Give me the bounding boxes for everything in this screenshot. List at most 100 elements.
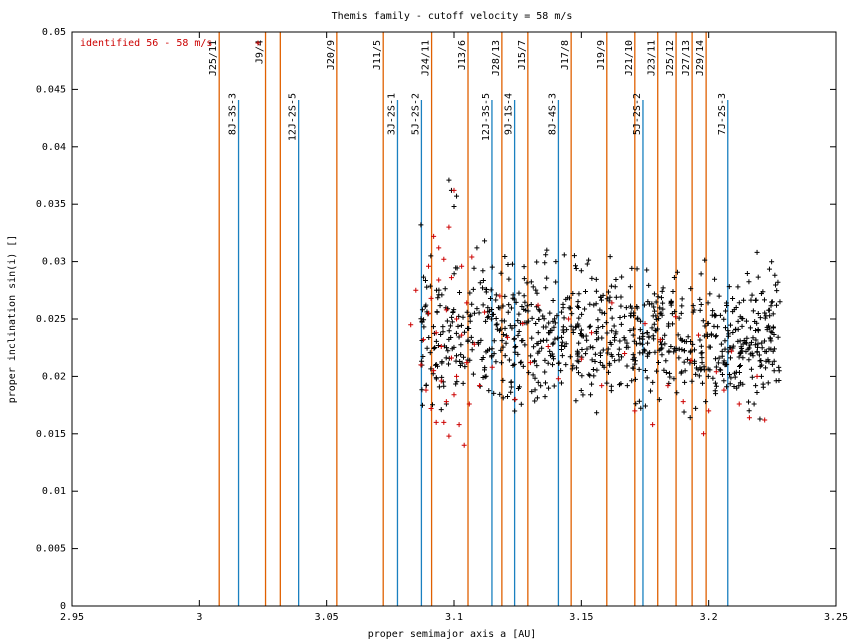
data-point: [725, 349, 731, 355]
data-point: [457, 289, 463, 295]
data-point: [762, 338, 768, 344]
data-point: [634, 266, 640, 272]
data-point: [418, 222, 424, 228]
data-point: [682, 368, 688, 374]
data-point: [771, 358, 777, 364]
data-point: [456, 334, 462, 340]
data-point: [439, 359, 445, 365]
data-point: [444, 345, 450, 351]
data-point: [503, 340, 509, 346]
data-point: [640, 336, 646, 342]
data-point: [462, 329, 468, 335]
data-point: [480, 277, 486, 283]
data-point: [710, 375, 716, 381]
data-point: [705, 320, 711, 326]
data-point: [753, 337, 759, 343]
data-point: [660, 285, 666, 291]
data-point: [657, 305, 663, 311]
data-point: [424, 284, 430, 290]
data-point: [769, 259, 775, 265]
data-point: [755, 341, 761, 347]
data-point-identified: [476, 383, 482, 389]
data-point: [476, 310, 482, 316]
data-point: [502, 353, 508, 359]
data-point: [697, 296, 703, 302]
data-point: [551, 356, 557, 362]
data-point: [550, 362, 556, 368]
data-point: [748, 366, 754, 372]
data-point: [699, 380, 705, 386]
data-point: [726, 284, 732, 290]
data-point: [588, 392, 594, 398]
data-point: [454, 193, 460, 199]
resonance-label: J20/9: [326, 40, 337, 70]
data-point: [748, 339, 754, 345]
data-point: [653, 316, 659, 322]
data-point: [479, 285, 485, 291]
data-point: [521, 264, 527, 270]
data-point: [629, 305, 635, 311]
data-point: [594, 330, 600, 336]
data-point: [693, 405, 699, 411]
data-point: [776, 377, 782, 383]
data-point: [652, 349, 658, 355]
data-point: [542, 369, 548, 375]
data-point: [474, 306, 480, 312]
data-point: [453, 358, 459, 364]
data-point: [731, 384, 737, 390]
data-point: [573, 324, 579, 330]
data-point: [575, 350, 581, 356]
data-point: [506, 276, 512, 282]
data-point-identified: [589, 330, 595, 336]
data-point: [427, 283, 433, 289]
data-point: [532, 398, 538, 404]
data-point-identified: [545, 344, 551, 350]
data-point: [773, 282, 779, 288]
data-point: [713, 334, 719, 340]
resonance-label: J25/12: [665, 40, 676, 76]
data-point-identified: [701, 431, 707, 437]
data-point: [627, 284, 633, 290]
data-point: [760, 384, 766, 390]
data-point-identified: [578, 356, 584, 362]
data-point: [431, 345, 437, 351]
resonance-label: J11/5: [372, 40, 383, 70]
data-point: [646, 282, 652, 288]
data-point: [540, 337, 546, 343]
data-point: [550, 341, 556, 347]
y-tick-label: 0.035: [36, 199, 66, 210]
data-point: [512, 323, 518, 329]
data-point: [455, 323, 461, 329]
data-point: [570, 363, 576, 369]
data-point: [724, 303, 730, 309]
data-point: [642, 403, 648, 409]
data-point: [769, 361, 775, 367]
data-point: [747, 342, 753, 348]
data-point: [544, 275, 550, 281]
data-point: [712, 313, 718, 319]
data-point: [554, 313, 560, 319]
data-point: [698, 367, 704, 373]
data-point: [630, 365, 636, 371]
data-point: [659, 312, 665, 318]
data-point: [497, 305, 503, 311]
data-point: [726, 331, 732, 337]
data-point: [755, 311, 761, 317]
data-point: [655, 294, 661, 300]
x-tick-label: 3: [196, 612, 202, 623]
data-point: [768, 338, 774, 344]
data-point: [621, 335, 627, 341]
data-point: [438, 331, 444, 337]
data-point-identified: [413, 287, 419, 293]
data-point: [679, 369, 685, 375]
data-point: [592, 351, 598, 357]
data-point: [752, 342, 758, 348]
legend-marker: [255, 40, 261, 46]
data-point: [727, 355, 733, 361]
data-point-identified: [512, 396, 518, 402]
data-point: [567, 354, 573, 360]
data-point: [451, 344, 457, 350]
x-tick-label: 2.95: [60, 612, 84, 623]
data-point: [505, 393, 511, 399]
data-point: [633, 401, 639, 407]
